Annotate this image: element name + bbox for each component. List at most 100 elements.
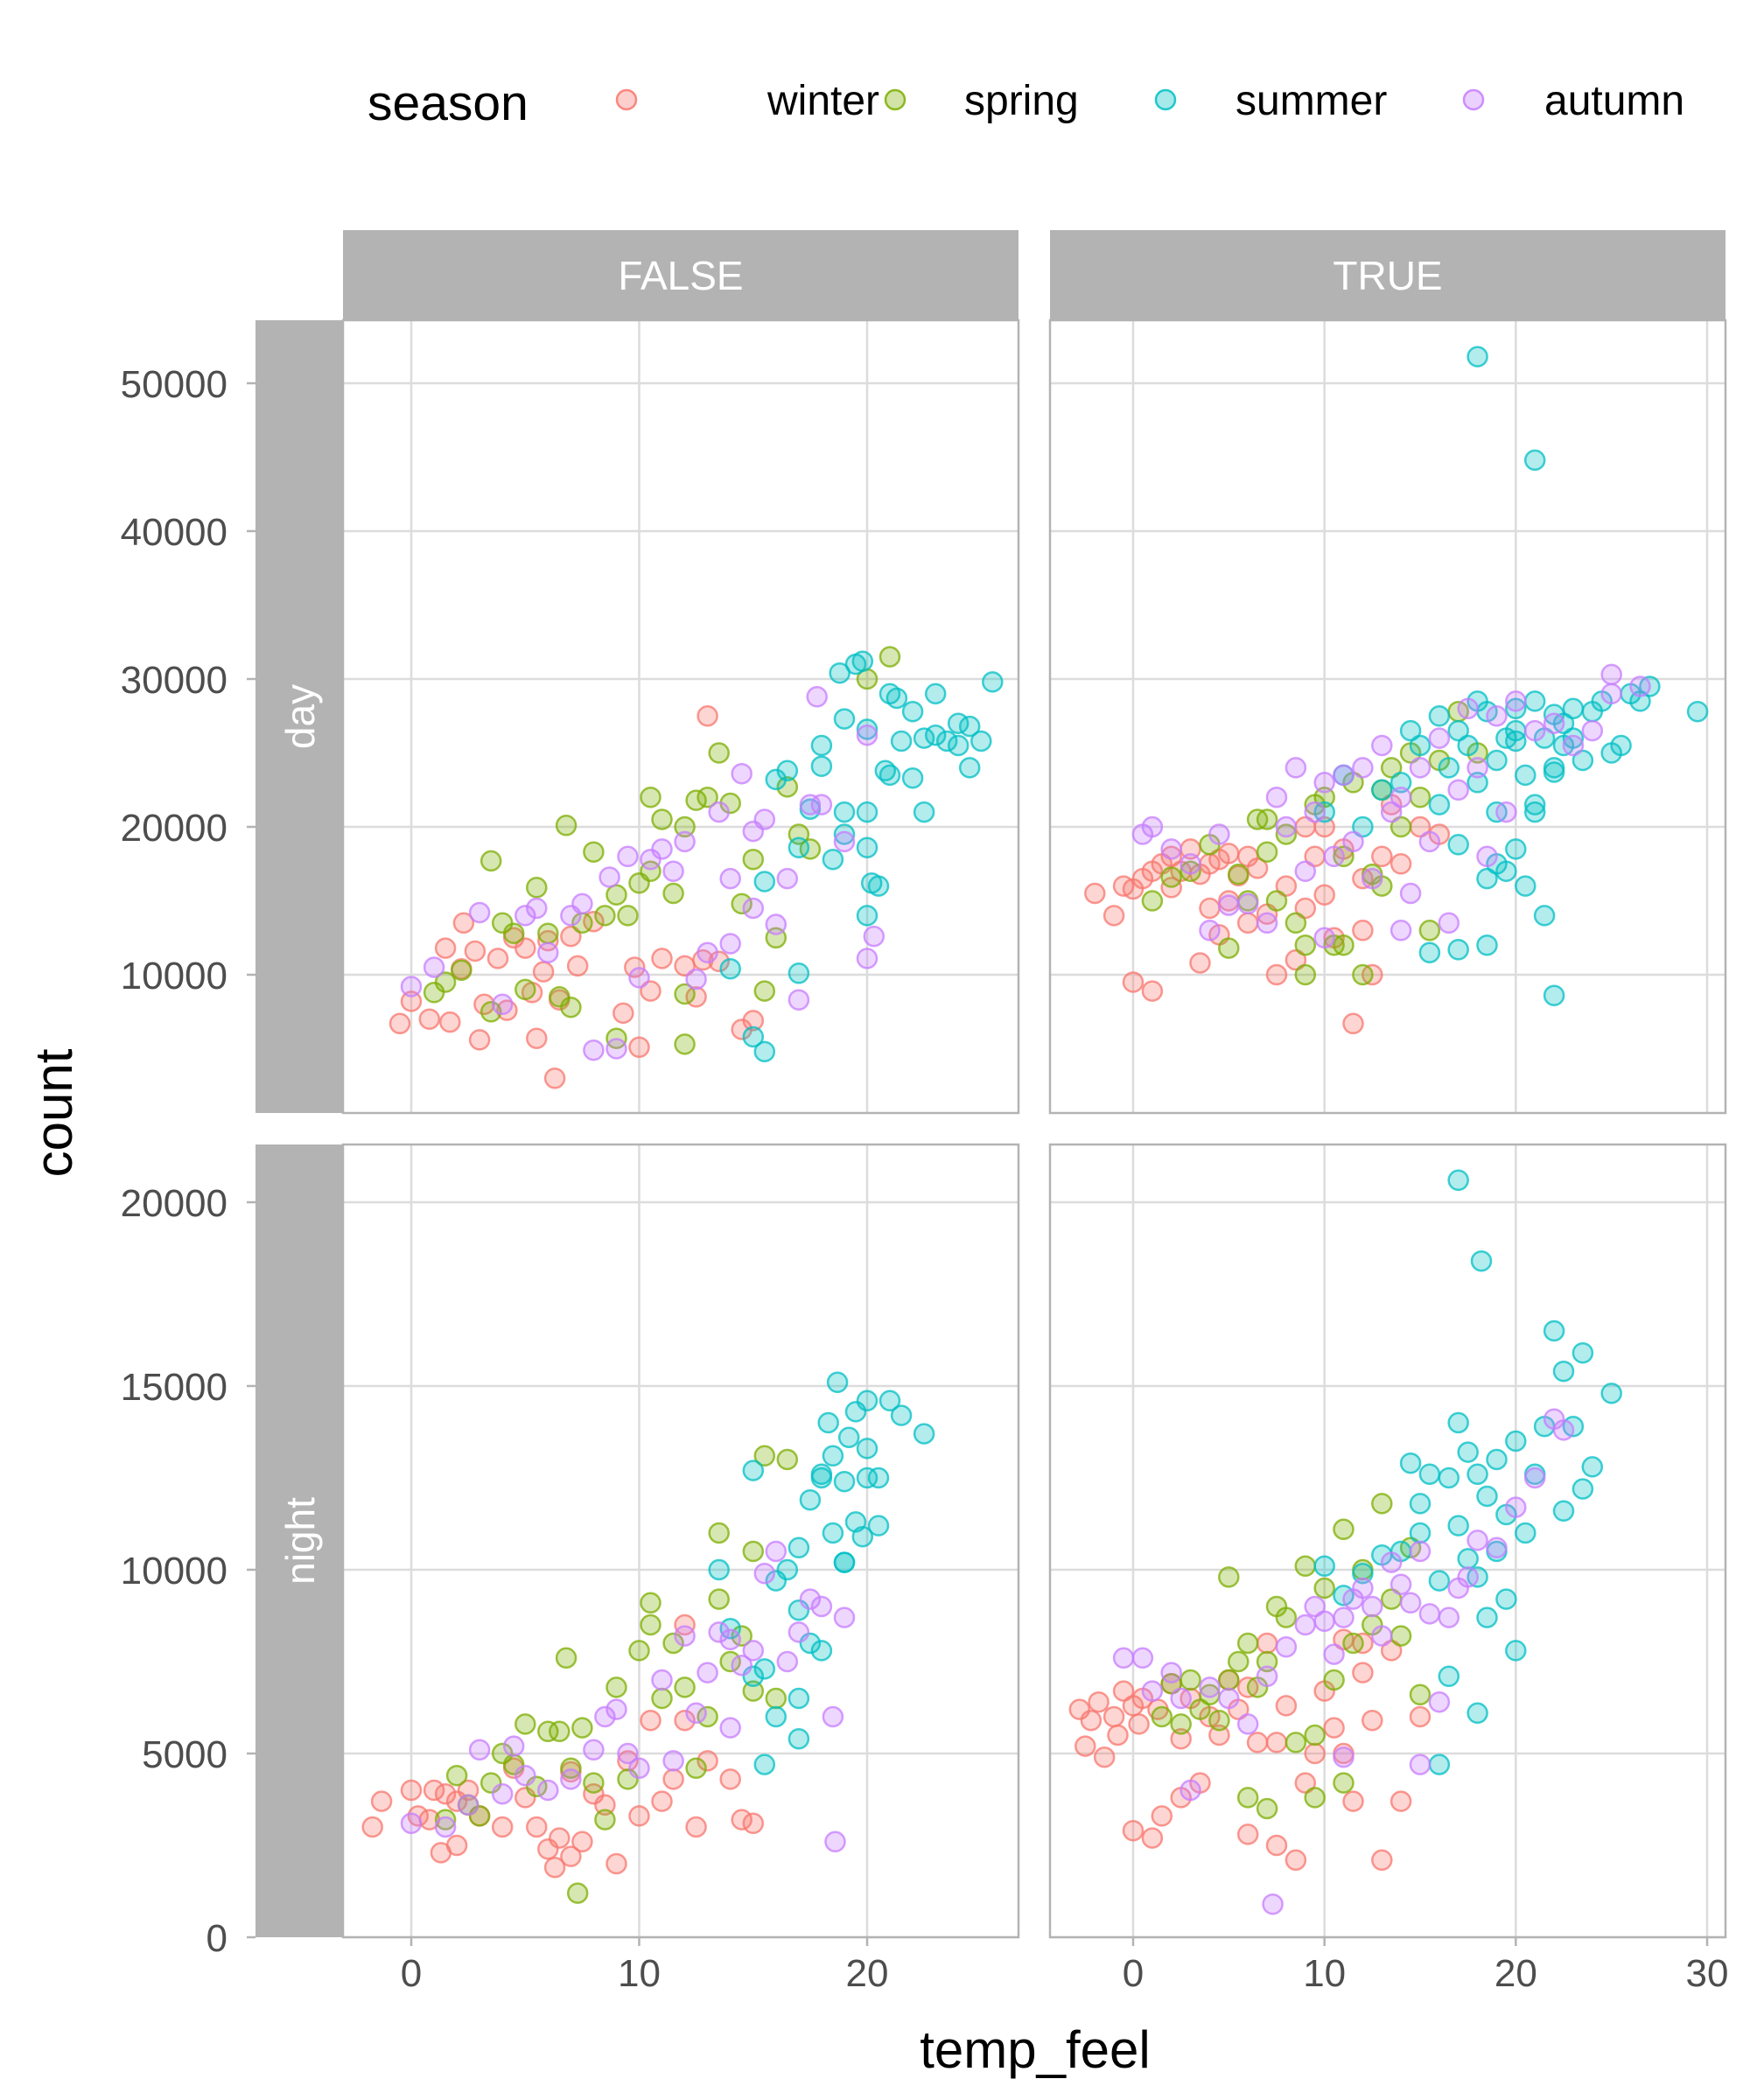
point-spring bbox=[1151, 1705, 1173, 1728]
strip-row-day bbox=[256, 320, 346, 1113]
point-summer bbox=[1390, 772, 1412, 794]
point-winter bbox=[434, 1782, 457, 1805]
point-spring bbox=[1409, 786, 1432, 808]
points-false-night bbox=[361, 1371, 935, 1904]
panel-false-day: 10000 20000 30000 40000 50000 bbox=[121, 318, 1020, 1115]
point-summer bbox=[776, 760, 799, 782]
point-summer bbox=[1610, 734, 1632, 757]
point-winter bbox=[1199, 897, 1221, 920]
point-autumn bbox=[571, 892, 593, 915]
point-autumn bbox=[1371, 734, 1393, 757]
point-winter bbox=[1409, 1705, 1432, 1728]
point-autumn bbox=[1418, 830, 1441, 853]
point-autumn bbox=[731, 1654, 752, 1676]
point-winter bbox=[1141, 1827, 1164, 1849]
point-summer bbox=[1552, 1500, 1575, 1522]
panel-background bbox=[1050, 320, 1726, 1113]
panel-background bbox=[1050, 1144, 1726, 1937]
point-summer bbox=[810, 755, 833, 777]
point-winter bbox=[526, 1027, 548, 1049]
point-autumn bbox=[1466, 757, 1488, 779]
point-spring bbox=[606, 1676, 627, 1698]
point-winter bbox=[1246, 858, 1269, 879]
point-summer bbox=[1409, 1493, 1432, 1515]
point-winter bbox=[388, 1012, 411, 1035]
y-tick-label: 40000 bbox=[121, 511, 228, 554]
point-autumn bbox=[1199, 1676, 1221, 1698]
point-spring bbox=[674, 983, 696, 1005]
point-summer bbox=[788, 962, 810, 984]
point-winter bbox=[1294, 897, 1317, 920]
point-summer bbox=[1409, 1522, 1432, 1544]
point-spring bbox=[651, 1687, 673, 1710]
point-autumn bbox=[583, 1739, 605, 1761]
point-summer bbox=[788, 1687, 810, 1710]
point-autumn bbox=[856, 724, 878, 746]
point-summer bbox=[1562, 697, 1585, 720]
point-winter bbox=[445, 1834, 468, 1857]
point-spring bbox=[555, 815, 578, 836]
point-summer bbox=[1476, 1606, 1498, 1628]
point-winter bbox=[606, 1852, 627, 1875]
point-autumn bbox=[1333, 764, 1354, 787]
point-winter bbox=[571, 1830, 593, 1853]
point-autumn bbox=[788, 989, 810, 1011]
point-winter bbox=[549, 1827, 570, 1849]
point-summer bbox=[829, 662, 850, 684]
point-winter bbox=[560, 1845, 582, 1867]
point-winter bbox=[1208, 1724, 1230, 1746]
point-spring bbox=[674, 816, 696, 838]
point-autumn bbox=[1581, 719, 1604, 742]
legend-title: season bbox=[368, 75, 528, 131]
legend: season winter spring summer autumn bbox=[368, 75, 1684, 131]
point-summer bbox=[776, 1558, 799, 1581]
point-autumn bbox=[806, 686, 828, 708]
point-summer bbox=[719, 1617, 741, 1640]
point-autumn bbox=[708, 801, 730, 823]
point-spring bbox=[1284, 912, 1307, 934]
point-summer bbox=[1418, 1463, 1441, 1486]
y-tick-label: 20000 bbox=[121, 1182, 228, 1225]
point-autumn bbox=[1562, 734, 1585, 757]
point-summer bbox=[833, 823, 856, 845]
point-summer bbox=[1466, 346, 1488, 368]
point-spring bbox=[776, 776, 799, 798]
point-autumn bbox=[1323, 845, 1345, 868]
point-summer bbox=[1543, 984, 1565, 1006]
point-summer bbox=[1523, 449, 1546, 472]
point-summer bbox=[788, 1727, 810, 1750]
point-autumn bbox=[628, 967, 650, 989]
point-autumn bbox=[1333, 1606, 1354, 1628]
point-winter bbox=[731, 1809, 752, 1830]
point-winter bbox=[1342, 1012, 1364, 1035]
point-winter bbox=[1122, 971, 1144, 993]
y-tick-label: 50000 bbox=[121, 363, 228, 406]
point-autumn bbox=[863, 925, 886, 948]
point-summer bbox=[1466, 772, 1488, 794]
point-summer bbox=[1572, 1341, 1594, 1364]
point-autumn bbox=[1600, 682, 1622, 705]
point-winter bbox=[400, 990, 423, 1012]
point-winter bbox=[1342, 1790, 1364, 1812]
point-spring bbox=[606, 884, 627, 906]
point-autumn bbox=[708, 1621, 730, 1643]
point-summer bbox=[867, 875, 890, 897]
panel-border bbox=[341, 1143, 1020, 1939]
point-autumn bbox=[598, 866, 620, 888]
point-autumn bbox=[606, 1698, 627, 1720]
y-tick-label: 5000 bbox=[142, 1733, 228, 1776]
point-winter bbox=[628, 1036, 650, 1059]
point-spring bbox=[1342, 1632, 1364, 1655]
point-winter bbox=[1304, 1742, 1326, 1765]
point-winter bbox=[423, 1779, 445, 1802]
y-tick-label: 30000 bbox=[121, 659, 228, 702]
point-winter bbox=[742, 1812, 765, 1835]
point-autumn bbox=[1543, 712, 1565, 734]
point-spring bbox=[537, 922, 559, 944]
x-tick-label: 30 bbox=[1686, 1952, 1729, 1995]
point-summer bbox=[1495, 1588, 1517, 1610]
point-autumn bbox=[526, 897, 548, 920]
point-winter bbox=[1128, 1713, 1150, 1735]
y-tick-label: 20000 bbox=[121, 807, 228, 850]
point-spring bbox=[696, 786, 718, 808]
